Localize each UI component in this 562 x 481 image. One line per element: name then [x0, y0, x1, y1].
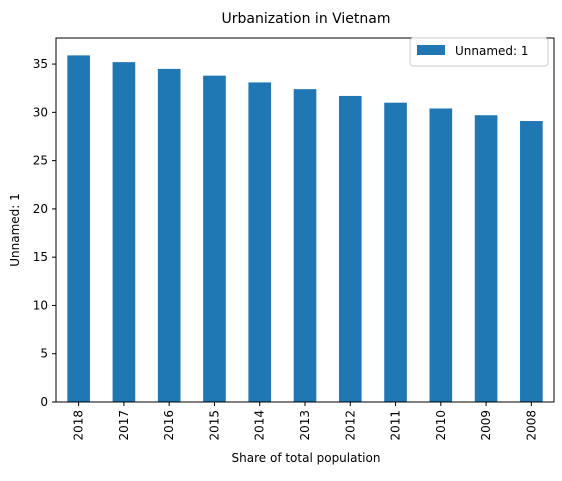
x-tick-label-2013: 2013: [298, 410, 312, 441]
chart-title: Urbanization in Vietnam: [222, 11, 391, 27]
bar-2008: [520, 121, 543, 402]
x-tick-label-2017: 2017: [117, 410, 131, 441]
bar-2014: [248, 82, 272, 403]
bar-2018: [67, 55, 90, 403]
x-tick-label-2008: 2008: [524, 410, 538, 441]
y-tick-label: 25: [33, 154, 48, 168]
legend-label: Unnamed: 1: [455, 44, 529, 58]
x-tick-label-2014: 2014: [253, 410, 267, 441]
y-tick-label: 15: [33, 250, 48, 264]
bar-2016: [157, 68, 181, 403]
y-tick-label: 35: [33, 57, 48, 71]
bar-2015: [203, 75, 226, 402]
x-tick-label-2009: 2009: [479, 410, 493, 441]
x-tick-label-2012: 2012: [343, 410, 357, 441]
x-tick-label-2016: 2016: [162, 410, 176, 441]
legend-swatch: [417, 45, 445, 55]
bars-layer: [67, 55, 543, 403]
y-tick-label: 5: [40, 347, 48, 361]
y-axis-ticks: 0 5 10 15 20 25 30 35: [33, 57, 56, 409]
y-tick-label: 20: [33, 202, 48, 216]
bar-2017: [112, 62, 136, 402]
y-tick-label: 10: [33, 298, 48, 312]
x-axis-label: Share of total population: [232, 451, 381, 465]
y-tick-label: 0: [40, 395, 48, 409]
y-tick-label: 30: [33, 105, 48, 119]
y-axis-label: Unnamed: 1: [8, 193, 22, 267]
x-tick-label-2011: 2011: [389, 410, 403, 441]
bar-2012: [338, 95, 362, 403]
legend: Unnamed: 1: [409, 37, 549, 67]
x-tick-label-2010: 2010: [434, 410, 448, 441]
x-tick-label-2018: 2018: [72, 410, 86, 441]
bar-2009: [474, 115, 498, 402]
bar-2011: [384, 102, 407, 403]
bar-2010: [429, 108, 453, 402]
plot-frame: [55, 37, 555, 403]
bar-2013: [293, 89, 317, 402]
x-tick-label-2015: 2015: [207, 410, 221, 441]
x-axis-ticks: 2018 2017 2016 2015 2014 2013 2012 2011 2010 2009…: [72, 402, 538, 441]
